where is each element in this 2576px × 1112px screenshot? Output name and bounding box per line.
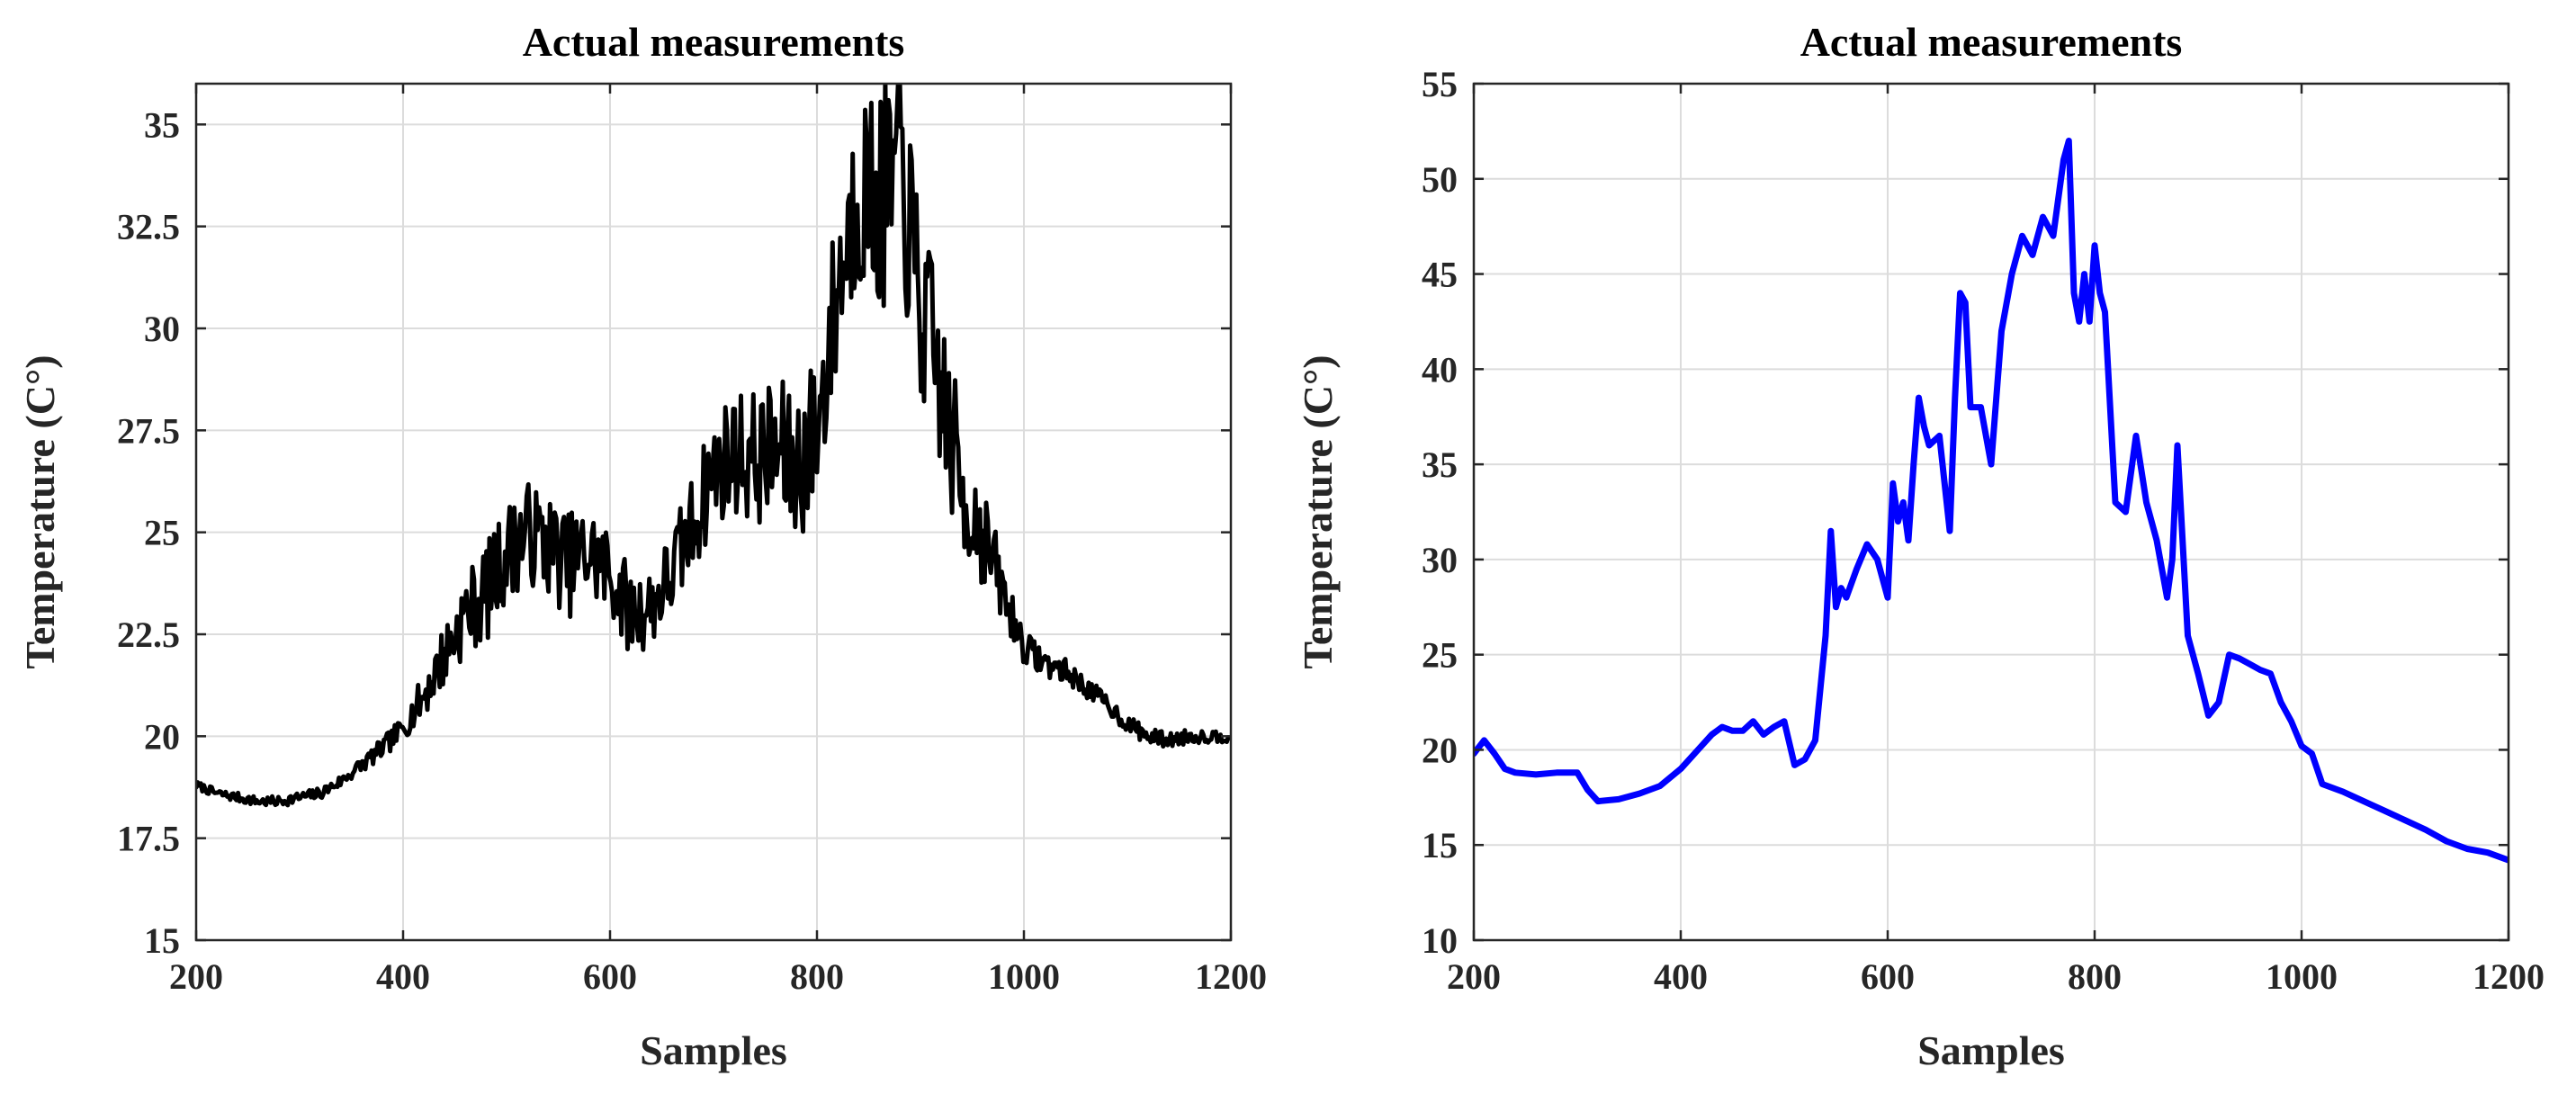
- axes-box: [1472, 82, 2510, 942]
- x-tick-label: 600: [583, 956, 637, 997]
- y-axis-label: Temperature (C°): [17, 354, 63, 668]
- y-tick-label: 55: [1422, 64, 1458, 104]
- left-chart-panel: 200 400 600 800 1000 1200 15 17.5 20 22.5 25 27.5 30…: [17, 19, 1267, 1073]
- x-tick-label: 800: [790, 956, 844, 997]
- chart-title: Actual measurements: [523, 19, 905, 65]
- y-tick-label: 35: [144, 104, 180, 145]
- y-tick-label: 30: [144, 309, 180, 349]
- x-tick-label: 200: [169, 956, 223, 997]
- x-tick-label: 1200: [1195, 956, 1267, 997]
- y-tick-label: 22.5: [117, 614, 180, 655]
- y-tick-label: 32.5: [117, 207, 180, 247]
- x-tick-label: 800: [2068, 956, 2122, 997]
- series-line: [196, 84, 1231, 808]
- x-tick-label: 1200: [2473, 956, 2545, 997]
- x-axis-label: Samples: [640, 1027, 787, 1073]
- y-tick-label: 20: [144, 716, 180, 757]
- y-tick-label: 25: [144, 513, 180, 553]
- y-tick-label: 40: [1422, 349, 1458, 390]
- series-line: [1474, 138, 2509, 864]
- y-tick-label: 15: [144, 920, 180, 961]
- x-tick-label: 400: [1654, 956, 1708, 997]
- chart-title: Actual measurements: [1800, 19, 2183, 65]
- right-chart-panel: 200 400 600 800 1000 1200 10 15 20 25 30 35 40 45 50 55…: [1295, 19, 2545, 1073]
- y-tick-label: 27.5: [117, 410, 180, 451]
- y-tick-label: 35: [1422, 444, 1458, 485]
- y-tick-label: 17.5: [117, 819, 180, 859]
- x-tick-label: 1000: [988, 956, 1060, 997]
- y-tick-label: 15: [1422, 825, 1458, 865]
- x-tick-label: 1000: [2266, 956, 2338, 997]
- y-tick-label: 25: [1422, 635, 1458, 676]
- x-tick-label: 600: [1861, 956, 1915, 997]
- y-axis-label: Temperature (C°): [1295, 354, 1341, 668]
- axes-box: [194, 82, 1233, 942]
- y-tick-label: 30: [1422, 540, 1458, 580]
- x-tick-label: 200: [1447, 956, 1501, 997]
- y-tick-label: 10: [1422, 920, 1458, 961]
- grid: [1474, 84, 2509, 940]
- x-tick-label: 400: [376, 956, 430, 997]
- grid: [196, 84, 1231, 940]
- x-axis-label: Samples: [1917, 1027, 2065, 1073]
- y-tick-label: 50: [1422, 159, 1458, 200]
- y-tick-label: 20: [1422, 730, 1458, 770]
- y-tick-label: 45: [1422, 255, 1458, 295]
